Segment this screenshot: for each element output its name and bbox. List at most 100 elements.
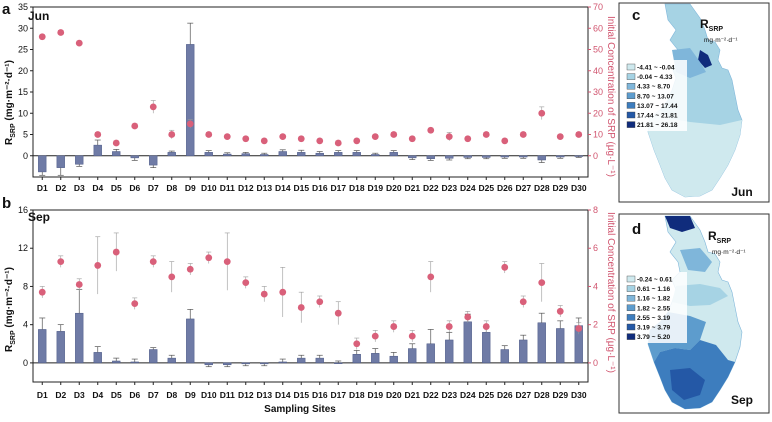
chart-b-dot-D29 (556, 307, 564, 315)
chart-panel-a: a Jun RSRP (mg·m⁻²·d⁻¹) Initial Concentr… (2, 1, 616, 193)
chart-b-bar-D5 (112, 360, 121, 364)
map-panel-c: c RSRP mg·m⁻²·d⁻¹ -4.41 ~ -0.04 -0.04 ~ 4… (618, 2, 770, 203)
map-c-legend-label-2: 4.33 ~ 8.70 (637, 84, 671, 91)
chart-a-xtick-label-D9: D9 (185, 183, 196, 193)
chart-a-ytick-label: 10 (18, 108, 28, 118)
panel-letter-b: b (2, 195, 11, 212)
chart-a-dot-D14 (279, 133, 287, 141)
chart-a-dot-D23 (445, 133, 453, 141)
chart-b-bar-D24 (463, 321, 472, 364)
chart-b-ylabel: RSRP (mg·m⁻²·d⁻¹) (4, 267, 17, 352)
chart-a-bar-D11 (223, 153, 232, 157)
chart-a-ytick-label: 35 (18, 2, 28, 12)
chart-a-bar-D24 (463, 155, 472, 158)
chart-a-bar-D7 (149, 155, 158, 166)
chart-b-title: Sep (28, 210, 50, 224)
chart-b-xtick-label-D4: D4 (92, 390, 103, 400)
chart-b-y2label: Initial Concentration of SRP (μg·L⁻¹) (605, 212, 616, 373)
chart-b-bar-D23 (445, 339, 454, 364)
chart-a-y2tick-label: 10 (593, 130, 603, 140)
chart-b-bar-D14 (278, 361, 287, 364)
chart-b-bar-D21 (408, 348, 417, 364)
map-c-title-main: R (700, 17, 709, 31)
map-c-south-basin (648, 110, 742, 197)
chart-a-xtick-label-D11: D11 (220, 183, 235, 193)
chart-a-y2tick-label: 60 (593, 23, 603, 33)
chart-a-dot-D20 (390, 131, 398, 138)
chart-b-xtick-label-D3: D3 (74, 390, 85, 400)
chart-a-ylabel-rest: (mg·m⁻²·d⁻¹) (4, 60, 15, 123)
chart-a-bar-D3 (75, 155, 84, 165)
chart-b-xtick-label-D17: D17 (330, 390, 346, 400)
chart-b-dot-D28 (538, 279, 546, 287)
chart-b-dot-D20 (390, 323, 398, 330)
chart-b-dot-D18 (353, 340, 361, 348)
chart-b-bar-D25 (482, 332, 491, 364)
chart-b-dot-D7 (149, 258, 157, 265)
chart-a-ytick-label: 30 (18, 23, 28, 33)
chart-b-dot-D10 (205, 254, 213, 262)
map-d-legend-label-3: 1.82 ~ 2.55 (637, 305, 671, 312)
panel-letter-d: d (632, 221, 641, 238)
chart-a-dot-D27 (519, 131, 527, 138)
chart-b-xtick-label-D10: D10 (201, 390, 217, 400)
chart-b-xtick-label-D25: D25 (478, 390, 494, 400)
chart-b-bar-D29 (556, 328, 565, 364)
map-c-legend-swatch-0 (626, 63, 636, 71)
chart-b-ytick-label: 8 (23, 281, 28, 291)
chart-b-bar-D28 (537, 322, 546, 364)
chart-b-xtick-label-D18: D18 (349, 390, 365, 400)
map-d-title-sub: SRP (717, 238, 732, 245)
chart-b-xtick-label-D21: D21 (404, 390, 420, 400)
chart-b-xtick-label-D1: D1 (37, 390, 48, 400)
map-c-month: Jun (731, 185, 752, 199)
map-c-legend-swatch-3 (626, 92, 636, 100)
chart-b-ytick-label: 16 (18, 205, 28, 215)
chart-b-ytick-label: 0 (23, 358, 28, 368)
chart-a-dot-D24 (464, 135, 472, 143)
chart-a-xtick-label-D30: D30 (571, 183, 587, 193)
chart-b-bar-D15 (297, 357, 306, 364)
chart-b-xtick-label-D29: D29 (552, 390, 568, 400)
map-d-lake (647, 215, 743, 410)
chart-a-xtick-label-D26: D26 (497, 183, 513, 193)
chart-b-dot-D9 (186, 265, 194, 273)
map-d-legend-label-5: 3.19 ~ 3.79 (637, 325, 671, 332)
chart-b-xtick-label-D6: D6 (129, 390, 140, 400)
map-c-legend-label-3: 8.70 ~ 13.07 (637, 93, 674, 100)
map-c-title-sub: SRP (709, 26, 724, 33)
chart-a-bar-D16 (315, 152, 324, 156)
chart-a-dot-D15 (297, 135, 305, 143)
chart-b-dot-D26 (501, 263, 509, 271)
chart-a-bar-D25 (482, 155, 491, 158)
chart-a-y2tick-label: 50 (593, 45, 603, 55)
chart-a-xtick-label-D7: D7 (148, 183, 159, 193)
chart-b-ylabel-rest: (mg·m⁻²·d⁻¹) (4, 267, 15, 330)
chart-a-xtick-label-D14: D14 (275, 183, 291, 193)
chart-b-xtick-label-D26: D26 (497, 390, 513, 400)
chart-a-bar-D13 (260, 154, 269, 157)
map-c-legend-swatch-2 (626, 82, 636, 90)
chart-a-xtick-label-D21: D21 (404, 183, 420, 193)
chart-b-xtick-label-D28: D28 (534, 390, 550, 400)
chart-b-bar-D7 (149, 349, 158, 364)
chart-a-bar-D8 (167, 152, 176, 157)
chart-a-xtick-label-D6: D6 (129, 183, 140, 193)
chart-b-dot-D24 (464, 313, 472, 321)
chart-b-dot-D14 (279, 288, 287, 296)
chart-b-y2tick-label: 8 (593, 205, 598, 215)
chart-a-dot-D2 (57, 29, 65, 36)
map-d-legend-label-2: 1.16 ~ 1.82 (637, 296, 671, 303)
chart-a-bar-D2 (56, 155, 65, 168)
chart-a-ytick-label: 0 (23, 151, 28, 161)
chart-b-xtick-label-D19: D19 (367, 390, 383, 400)
chart-a-dot-D18 (353, 137, 361, 145)
map-c-legend-label-5: 17.44 ~ 21.81 (637, 113, 678, 120)
chart-b-xtick-label-D27: D27 (515, 390, 531, 400)
chart-a-bar-D29 (556, 155, 565, 158)
map-d-hotspot (665, 216, 695, 232)
chart-b-ytick-label: 4 (23, 320, 28, 330)
chart-a-ytick-label: 5 (23, 130, 28, 140)
chart-b-dot-D4 (94, 262, 102, 269)
